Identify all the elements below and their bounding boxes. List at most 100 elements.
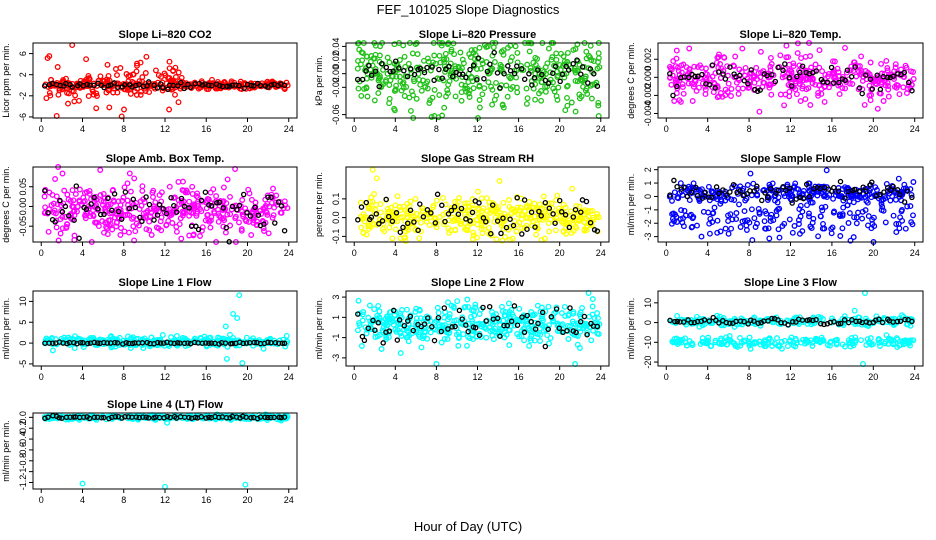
overlay-point xyxy=(851,186,858,193)
overlay-point xyxy=(160,340,167,346)
overlay-point xyxy=(548,314,555,320)
data-point xyxy=(446,311,453,318)
overlay-point xyxy=(244,210,250,216)
y-tick-label: -0.4 xyxy=(18,431,28,447)
main-series xyxy=(41,411,291,490)
data-point xyxy=(46,89,53,96)
overlay-point xyxy=(504,322,511,329)
overlay-point xyxy=(236,202,243,209)
data-point xyxy=(416,76,423,83)
data-point xyxy=(139,183,146,190)
data-point xyxy=(859,215,866,222)
data-point xyxy=(892,196,899,203)
overlay-point xyxy=(407,66,414,72)
data-point xyxy=(717,228,724,235)
overlay-point xyxy=(869,179,875,185)
data-point xyxy=(728,85,735,92)
data-point xyxy=(404,333,411,340)
overlay-point xyxy=(667,317,673,324)
data-point xyxy=(800,73,807,80)
data-point xyxy=(763,210,770,217)
data-point xyxy=(686,45,693,52)
data-point xyxy=(788,334,795,341)
data-point xyxy=(465,223,471,229)
overlay-point xyxy=(859,90,865,97)
x-tick-label: 4 xyxy=(393,248,398,258)
data-point xyxy=(777,52,784,59)
overlay-point xyxy=(272,220,278,226)
overlay-point xyxy=(486,303,493,310)
overlay-series xyxy=(667,177,915,206)
overlay-point xyxy=(799,317,806,323)
overlay-point xyxy=(379,218,386,224)
data-point xyxy=(855,68,862,75)
overlay-point xyxy=(872,317,879,323)
data-point xyxy=(748,206,755,213)
overlay-point xyxy=(358,204,365,210)
data-point xyxy=(394,193,401,200)
outlier-point xyxy=(164,419,171,426)
data-point xyxy=(376,308,383,315)
overlay-point xyxy=(174,340,181,346)
data-point xyxy=(724,89,731,95)
data-point xyxy=(384,313,390,320)
data-point xyxy=(57,230,64,237)
data-point xyxy=(497,61,504,68)
data-point xyxy=(765,338,772,345)
overlay-point xyxy=(267,414,274,421)
overlay-point xyxy=(420,214,427,220)
data-point xyxy=(766,84,773,91)
data-point xyxy=(753,64,760,71)
data-point xyxy=(370,221,377,227)
data-point xyxy=(846,340,853,347)
data-point xyxy=(583,55,590,62)
data-point xyxy=(418,87,425,94)
data-point xyxy=(118,225,124,231)
data-point xyxy=(474,188,481,195)
data-point xyxy=(42,204,49,211)
overlay-point xyxy=(460,71,466,78)
data-point xyxy=(576,203,583,210)
overlay-point xyxy=(220,205,227,211)
overlay-point xyxy=(813,68,819,74)
overlay-point xyxy=(712,85,718,91)
y-tick-label: -1.2 xyxy=(18,475,28,491)
overlay-point xyxy=(564,327,570,334)
outlier-point xyxy=(756,108,763,115)
data-point xyxy=(548,56,555,63)
data-point xyxy=(270,212,277,219)
data-point xyxy=(899,190,906,197)
data-point xyxy=(388,73,395,80)
overlay-point xyxy=(902,316,908,323)
overlay-point xyxy=(272,339,279,346)
data-point xyxy=(572,67,578,74)
overlay-point xyxy=(425,315,431,321)
overlay-point xyxy=(775,64,781,71)
overlay-point xyxy=(699,195,706,201)
data-point xyxy=(180,209,187,216)
data-point xyxy=(873,187,880,193)
data-point xyxy=(825,73,831,80)
data-point xyxy=(674,194,681,201)
data-point xyxy=(281,198,288,205)
x-tick-label: 24 xyxy=(284,248,294,258)
data-point xyxy=(172,91,178,98)
data-point xyxy=(850,342,857,349)
overlay-point xyxy=(98,414,105,421)
data-point xyxy=(669,338,676,345)
data-point xyxy=(674,312,681,319)
data-point xyxy=(819,207,826,214)
outlier-point xyxy=(118,113,125,120)
overlay-point xyxy=(404,220,411,227)
overlay-point xyxy=(709,194,715,200)
overlay-point xyxy=(45,414,51,420)
data-point xyxy=(273,192,280,199)
overlay-point xyxy=(77,339,84,346)
overlay-point xyxy=(842,77,848,84)
data-point xyxy=(369,198,376,205)
data-point xyxy=(142,70,149,76)
data-point xyxy=(236,219,242,226)
data-point xyxy=(411,78,418,85)
x-tick-label: 12 xyxy=(160,124,170,134)
